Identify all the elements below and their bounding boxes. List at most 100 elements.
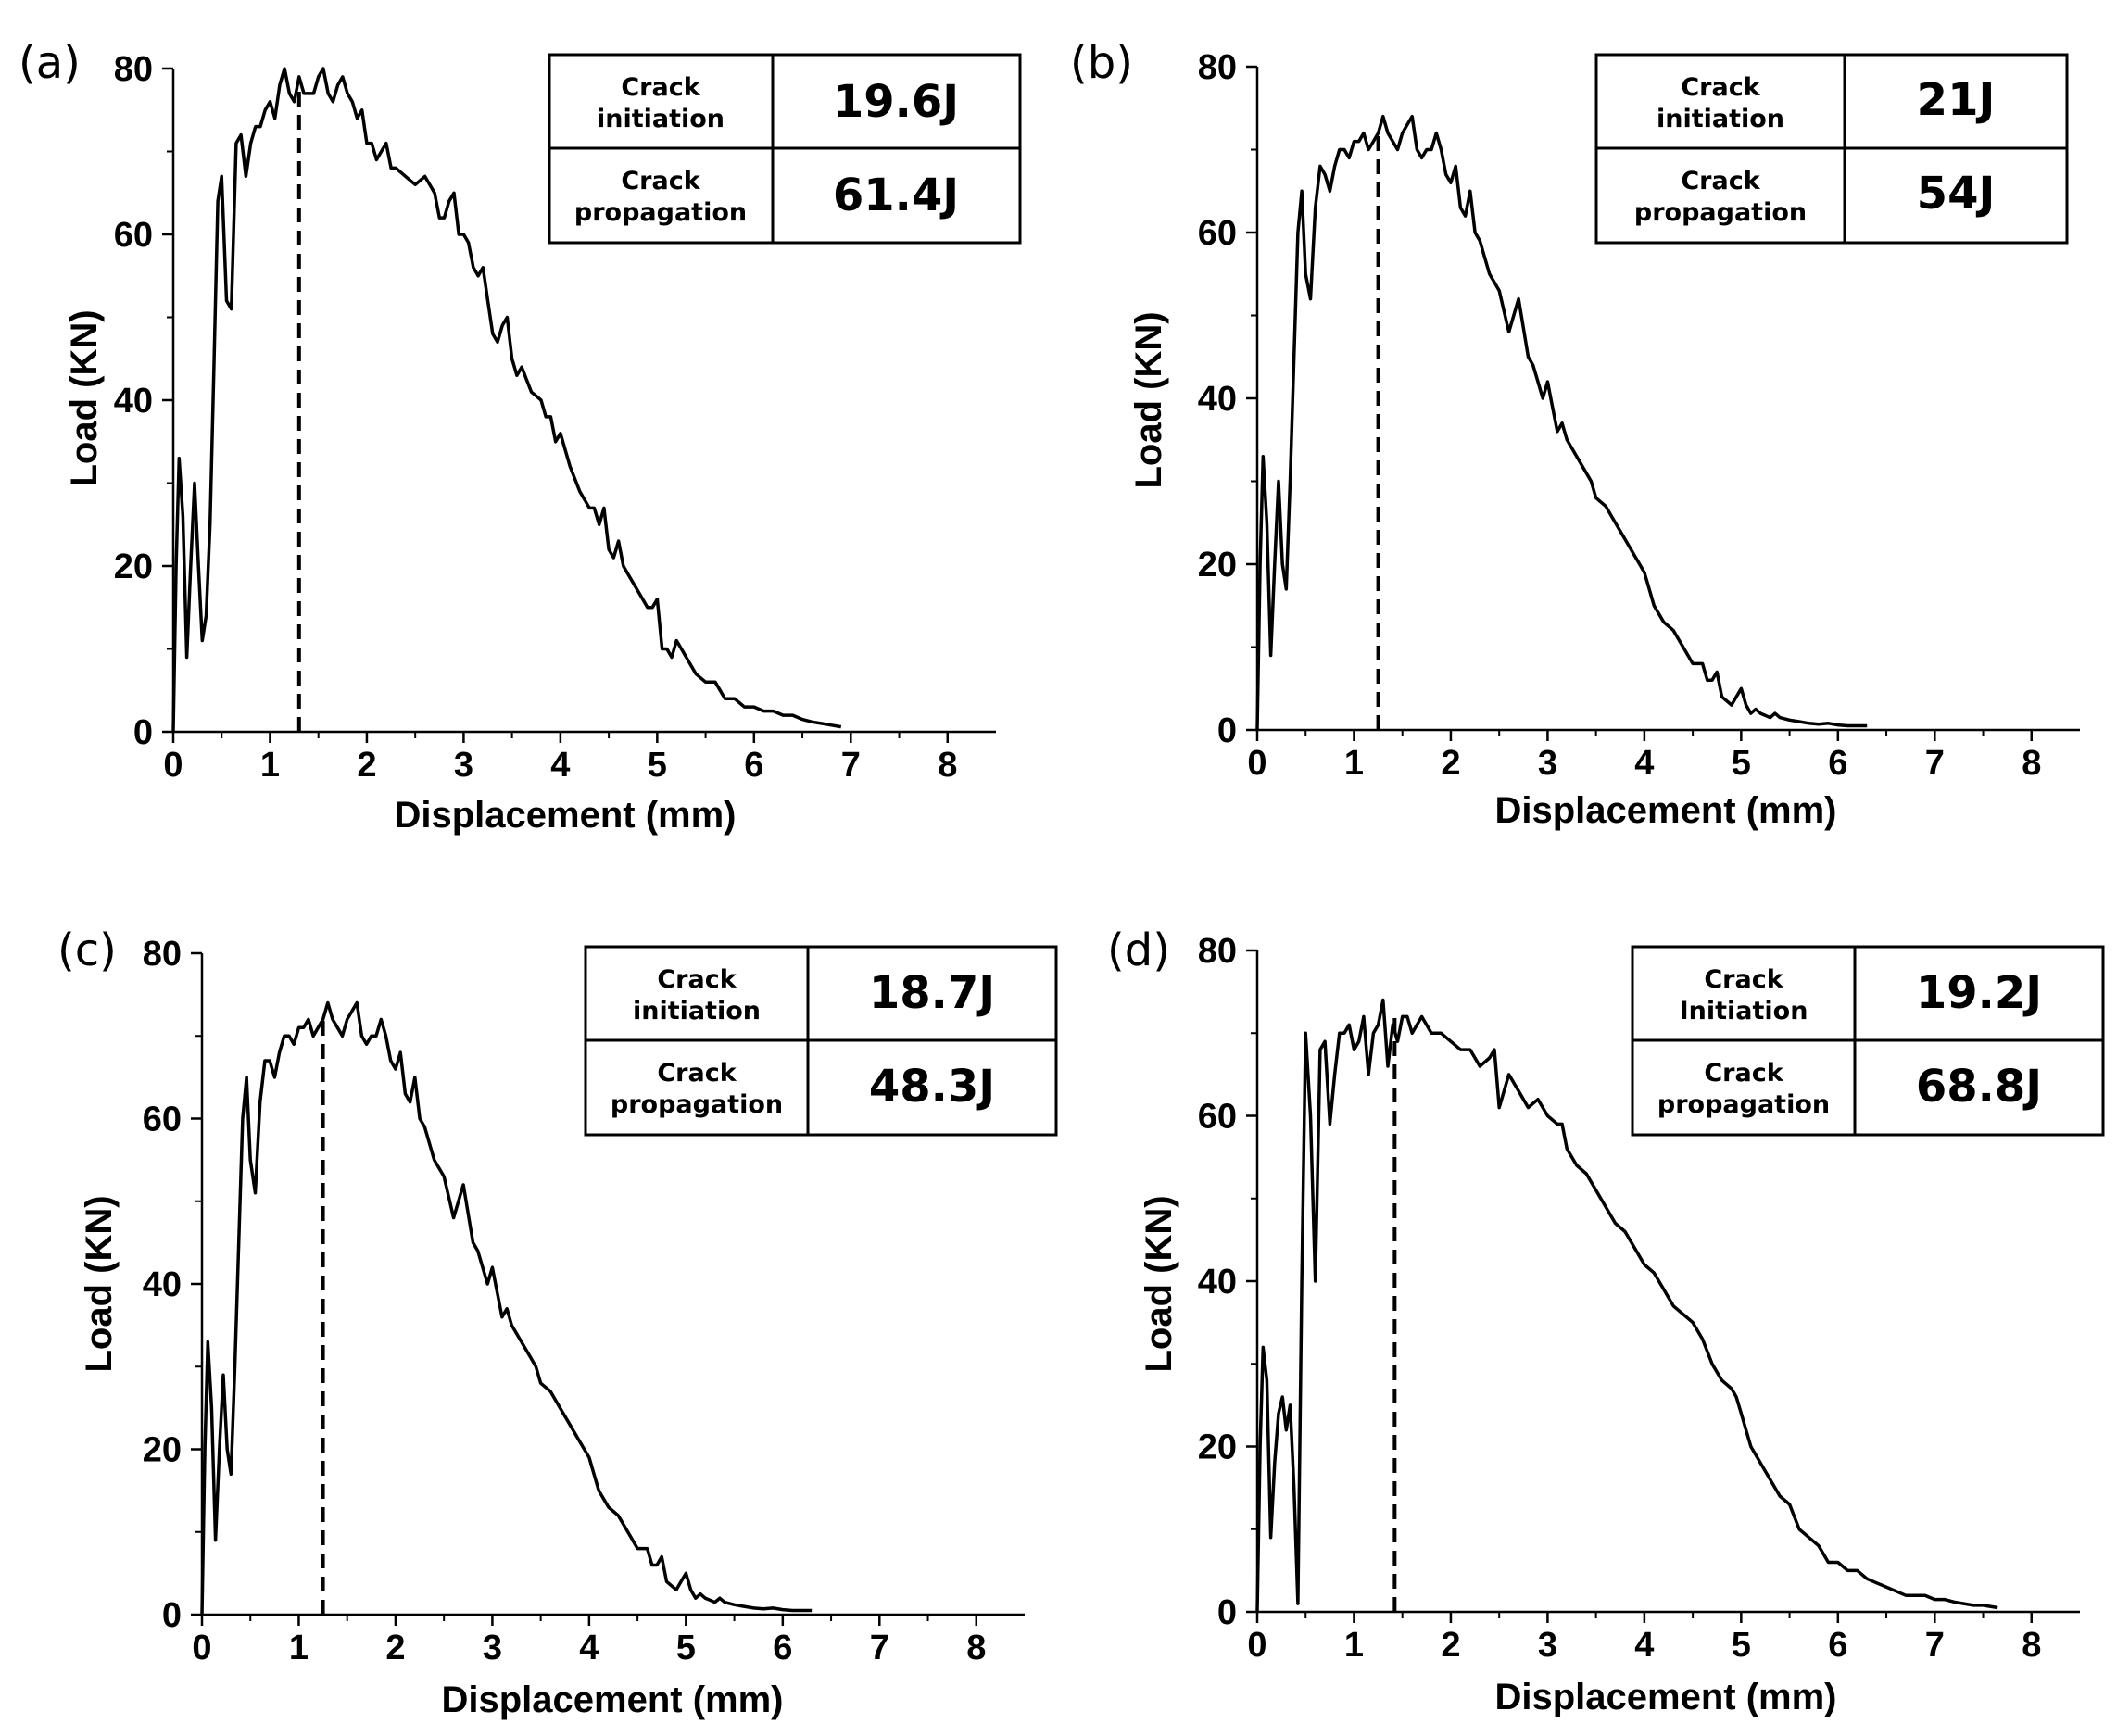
- x-tick-label: 2: [1441, 744, 1460, 783]
- y-tick-label: 60: [143, 1101, 182, 1139]
- panel-label: (a): [19, 37, 81, 89]
- x-tick-label: 5: [676, 1629, 696, 1667]
- crack-initiation-label: initiation: [633, 997, 761, 1025]
- x-ticks: 0 1 2 3 4 5 6 7 8: [1247, 730, 2041, 783]
- x-tick-label: 7: [870, 1629, 889, 1667]
- x-tick-label: 6: [1828, 744, 1847, 783]
- x-ticks: 0 1 2 3 4 5 6 7 8: [163, 732, 957, 785]
- crack-label-1: Crack: [621, 73, 700, 102]
- crack-initiation-label: initiation: [1657, 105, 1784, 133]
- panel-b: (b) 0 1 2 3 4 5 6 7 8 0 20 40 60 80 Displacement (mm…: [1070, 37, 2080, 831]
- x-tick-label: 5: [1732, 744, 1751, 783]
- x-tick-label: 3: [454, 746, 473, 785]
- plot-area: 0 1 2 3 4 5 6 7 8 0 20 40 60 80: [114, 50, 996, 785]
- x-tick-label: 7: [841, 746, 861, 785]
- x-tick-label: 3: [483, 1629, 502, 1667]
- x-tick-label: 8: [2022, 1626, 2041, 1665]
- y-tick-label: 0: [1217, 1593, 1237, 1632]
- crack-propagation-value: 61.4J: [833, 170, 959, 221]
- panel-d: (d) 0 1 2 3 4 5 6 7 8 0 20 40 60 80 Displacement (mm…: [1107, 925, 2105, 1717]
- x-tick-label: 3: [1538, 744, 1557, 783]
- crack-propagation-label: propagation: [574, 198, 747, 227]
- y-ticks: 0 20 40 60 80: [143, 935, 202, 1635]
- crack-propagation-label: propagation: [611, 1090, 783, 1119]
- y-tick-label: 40: [114, 382, 153, 421]
- crack-label-2: Crack: [657, 1059, 737, 1088]
- y-tick-label: 40: [1198, 1263, 1237, 1302]
- y-tick-label: 20: [143, 1431, 182, 1470]
- panel-a: (a) 0 1 2 3 4 5 6 7 8 0 20 40 60 80 Displacement (mm…: [19, 37, 1022, 836]
- crack-label-1: Crack: [657, 965, 737, 994]
- y-ticks: 0 20 40 60 80: [114, 50, 173, 752]
- crack-propagation-value: 48.3J: [869, 1061, 995, 1113]
- x-tick-label: 4: [579, 1629, 599, 1667]
- x-tick-label: 6: [744, 746, 763, 785]
- x-tick-label: 0: [192, 1629, 211, 1667]
- x-tick-label: 3: [1538, 1626, 1557, 1665]
- y-tick-label: 20: [1198, 1428, 1237, 1467]
- panel-c: (c) 0 1 2 3 4 5 6 7 8 0 20 40 60 80 Displacement (mm…: [57, 925, 1058, 1720]
- y-tick-label: 60: [114, 216, 153, 255]
- y-ticks: 0 20 40 60 80: [1198, 932, 1257, 1632]
- crack-initiation-value: 19.6J: [833, 76, 959, 128]
- y-tick-label: 20: [114, 547, 153, 586]
- x-axis-title: Displacement (mm): [442, 1679, 784, 1720]
- x-tick-label: 1: [1344, 744, 1364, 783]
- y-tick-label: 0: [1217, 711, 1237, 750]
- x-tick-label: 7: [1925, 1626, 1945, 1665]
- x-tick-label: 4: [550, 746, 570, 785]
- energy-table: Crack initiation Crack propagation 21J 5…: [1594, 53, 2069, 245]
- y-tick-label: 60: [1198, 214, 1237, 253]
- y-tick-label: 60: [1198, 1098, 1237, 1137]
- load-curve: [1255, 114, 1868, 731]
- y-tick-label: 40: [143, 1265, 182, 1304]
- x-tick-label: 0: [163, 746, 183, 785]
- panel-label: (c): [57, 925, 117, 976]
- x-tick-label: 1: [1344, 1626, 1364, 1665]
- crack-initiation-label: initiation: [597, 105, 725, 133]
- load-curve: [171, 67, 842, 733]
- crack-initiation-value: 21J: [1917, 74, 1996, 126]
- crack-label-2: Crack: [621, 167, 700, 195]
- crack-initiation-value: 19.2J: [1916, 967, 2042, 1019]
- x-tick-label: 4: [1634, 1626, 1654, 1665]
- y-axis-title: Load (KN): [79, 1195, 120, 1372]
- panel-label: (d): [1107, 925, 1170, 976]
- x-ticks: 0 1 2 3 4 5 6 7 8: [192, 1615, 986, 1667]
- x-tick-label: 6: [1828, 1626, 1847, 1665]
- x-tick-label: 5: [648, 746, 667, 785]
- y-axis-title: Load (KN): [64, 309, 105, 486]
- crack-label-2: Crack: [1704, 1059, 1783, 1088]
- y-tick-label: 40: [1198, 380, 1237, 419]
- x-tick-label: 2: [1441, 1626, 1460, 1665]
- plot-area: 0 1 2 3 4 5 6 7 8 0 20 40 60 80: [1198, 48, 2080, 783]
- crack-initiation-value: 18.7J: [869, 967, 995, 1019]
- crack-label-1: Crack: [1704, 965, 1783, 994]
- y-tick-label: 80: [143, 935, 182, 974]
- y-tick-label: 0: [133, 713, 153, 752]
- y-tick-label: 0: [162, 1596, 182, 1635]
- y-ticks: 0 20 40 60 80: [1198, 48, 1257, 750]
- x-tick-label: 1: [260, 746, 280, 785]
- x-tick-label: 0: [1247, 744, 1266, 783]
- crack-label-1: Crack: [1681, 73, 1760, 102]
- crack-label-2: Crack: [1681, 167, 1760, 195]
- crack-propagation-label: propagation: [1634, 198, 1807, 227]
- y-tick-label: 80: [1198, 48, 1237, 87]
- x-tick-label: 2: [385, 1629, 405, 1667]
- x-tick-label: 7: [1925, 744, 1945, 783]
- x-tick-label: 1: [289, 1629, 309, 1667]
- x-tick-label: 0: [1247, 1626, 1266, 1665]
- plot-area: 0 1 2 3 4 5 6 7 8 0 20 40 60 80: [143, 935, 1025, 1667]
- load-curve: [200, 1000, 813, 1616]
- load-curve: [1255, 998, 1998, 1613]
- x-tick-label: 2: [357, 746, 376, 785]
- y-axis-title: Load (KN): [1139, 1195, 1179, 1372]
- x-ticks: 0 1 2 3 4 5 6 7 8: [1247, 1612, 2041, 1665]
- panel-label: (b): [1070, 37, 1133, 89]
- y-tick-label: 80: [1198, 932, 1237, 971]
- x-axis-title: Displacement (mm): [1495, 790, 1837, 831]
- x-tick-label: 8: [2022, 744, 2041, 783]
- x-tick-label: 8: [938, 746, 957, 785]
- energy-table: Crack Initiation Crack propagation 19.2J…: [1631, 945, 2105, 1137]
